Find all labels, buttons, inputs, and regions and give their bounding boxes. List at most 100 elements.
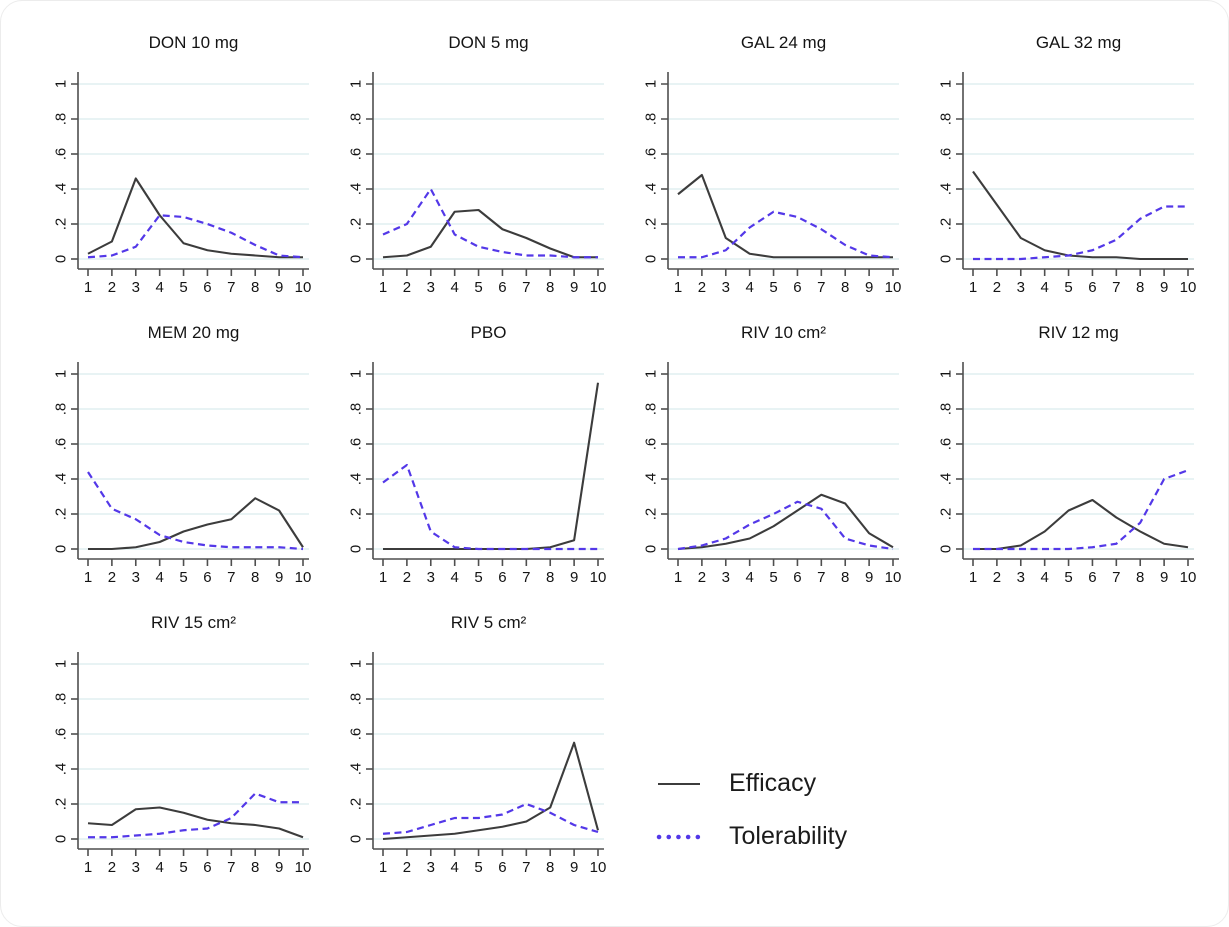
efficacy-line [677, 493, 894, 551]
x-tick-label: 4 [450, 279, 458, 296]
x-tick-label: 3 [722, 569, 730, 586]
efficacy-line [383, 382, 600, 551]
panel-title: RIV 5 cm² [450, 613, 527, 632]
tolerability-line [382, 802, 599, 835]
x-tick-label: 4 [745, 569, 753, 586]
tolerability-line [678, 210, 894, 259]
efficacy-line [382, 741, 600, 841]
x-tick-label: 2 [403, 859, 411, 876]
x-tick-label: 8 [546, 859, 554, 876]
x-tick-label: 6 [793, 569, 801, 586]
y-tick-label: .4 [938, 473, 955, 486]
y-tick-label: .2 [53, 798, 70, 811]
panel-pbo: PBO 0.2.4.6.8 1 1 2 3 4 5 6 7 8 9 10 [321, 321, 616, 611]
efficacy-line [88, 497, 304, 551]
panel-title: RIV 12 mg [1038, 323, 1119, 342]
panel-title: PBO [470, 323, 507, 342]
y-tick-label: .4 [53, 183, 70, 196]
y-axis: 0 .2 .4 .6 .8 1 [53, 652, 79, 849]
x-tick-label: 1 [674, 569, 682, 586]
y-tick-label: 1 [53, 370, 70, 378]
y-tick-label: 1 [643, 370, 660, 378]
gridlines [373, 373, 604, 550]
x-tick-label: 10 [295, 569, 312, 586]
x-tick-label: 10 [590, 569, 607, 586]
x-tick-label: 2 [108, 859, 116, 876]
y-tick-label: 1 [53, 80, 70, 88]
efficacy-line [87, 177, 303, 259]
chart-panel-svg: 0.2.4.6.811 2 3 4 5 6 7 8 9 10 [348, 72, 606, 296]
x-axis: 1 2 3 4 5 6 7 8 9 10 [668, 268, 902, 296]
y-tick-label: .4 [643, 183, 660, 196]
chart-panel-svg: 0.2.4.6.811 2 3 4 5 6 7 8 9 10 [53, 652, 311, 876]
x-tick-label: 5 [474, 569, 482, 586]
y-axis: 0 .2 .4 .6 .8 1 [348, 72, 374, 269]
panel-title: GAL 24 mg [740, 33, 827, 52]
tolerability-line-sample [656, 834, 702, 839]
gridlines [78, 663, 309, 840]
x-tick-label: 10 [295, 279, 312, 296]
y-tick-label: .6 [643, 438, 660, 451]
x-tick-label: 3 [132, 569, 140, 586]
chart-panel-svg: 0.2.4.6.811 2 3 4 5 6 7 8 9 10 [348, 362, 607, 586]
x-tick-label: 7 [1112, 569, 1120, 586]
efficacy-line [973, 498, 1189, 551]
y-tick-label: .4 [348, 183, 365, 196]
y-tick-label: .6 [643, 148, 660, 161]
x-tick-label: 7 [522, 279, 530, 296]
x-tick-label: 9 [1160, 279, 1168, 296]
x-tick-label: 9 [865, 569, 873, 586]
y-tick-label: .2 [348, 798, 365, 811]
x-tick-label: 8 [546, 279, 554, 296]
y-axis: 0 .2 .4 .6 .8 1 [348, 652, 374, 849]
x-tick-label: 2 [403, 569, 411, 586]
y-tick-label: .8 [348, 403, 365, 416]
y-tick-label: .8 [53, 693, 70, 706]
y-tick-label: 1 [938, 370, 955, 378]
y-tick-label: .2 [348, 218, 365, 231]
x-tick-label: 10 [885, 279, 902, 296]
x-tick-label: 6 [1088, 569, 1096, 586]
x-tick-label: 7 [227, 859, 235, 876]
y-tick-label: 0 [348, 545, 365, 553]
tolerability-line [382, 463, 598, 551]
y-tick-label: .2 [348, 508, 365, 521]
x-tick-label: 4 [1040, 279, 1048, 296]
x-tick-label: 6 [793, 279, 801, 296]
y-tick-label: 0 [348, 255, 365, 263]
x-tick-label: 9 [865, 279, 873, 296]
y-tick-label: .2 [53, 218, 70, 231]
x-tick-label: 5 [179, 279, 187, 296]
x-tick-label: 3 [427, 279, 435, 296]
panel-riv-15-cm: RIV 15 cm² 0.2.4.6.8 1 1 2 3 4 5 6 7 8 9 10 [26, 611, 321, 901]
x-tick-label: 9 [570, 279, 578, 296]
x-tick-label: 4 [155, 279, 163, 296]
x-axis: 1 2 3 4 5 6 7 8 9 10 [373, 268, 606, 296]
y-tick-label: .6 [53, 148, 70, 161]
tolerability-line [382, 187, 598, 259]
x-tick-label: 2 [698, 569, 706, 586]
y-tick-label: .8 [938, 403, 955, 416]
y-tick-label: 0 [643, 255, 660, 263]
x-axis: 1 2 3 4 5 6 7 8 9 10 [963, 268, 1196, 296]
x-axis: 1 2 3 4 5 6 7 8 9 10 [373, 558, 607, 586]
panel-gal-32-mg: GAL 32 mg 0.2.4.6.8 1 1 2 3 4 5 6 7 8 9 10 [911, 31, 1206, 321]
gridlines [373, 663, 604, 840]
x-tick-label: 3 [427, 569, 435, 586]
x-tick-label: 8 [841, 279, 849, 296]
efficacy-line-sample [658, 782, 700, 785]
y-axis: 0 .2 .4 .6 .8 1 [643, 72, 669, 269]
x-tick-label: 5 [474, 859, 482, 876]
chart-panel-svg: 0.2.4.6.811 2 3 4 5 6 7 8 9 10 [53, 362, 312, 586]
y-axis: 0 .2 .4 .6 .8 1 [53, 362, 79, 559]
chart-panel-svg: 0.2.4.6.811 2 3 4 5 6 7 8 9 10 [643, 72, 902, 296]
gridlines [373, 83, 604, 260]
x-tick-label: 2 [403, 279, 411, 296]
x-tick-label: 10 [590, 859, 607, 876]
efficacy-line [87, 806, 304, 839]
x-tick-label: 7 [817, 569, 825, 586]
tolerability-line [87, 214, 304, 259]
x-tick-label: 5 [474, 279, 482, 296]
y-axis: 0 .2 .4 .6 .8 1 [938, 72, 964, 269]
panel-title: MEM 20 mg [147, 323, 240, 342]
